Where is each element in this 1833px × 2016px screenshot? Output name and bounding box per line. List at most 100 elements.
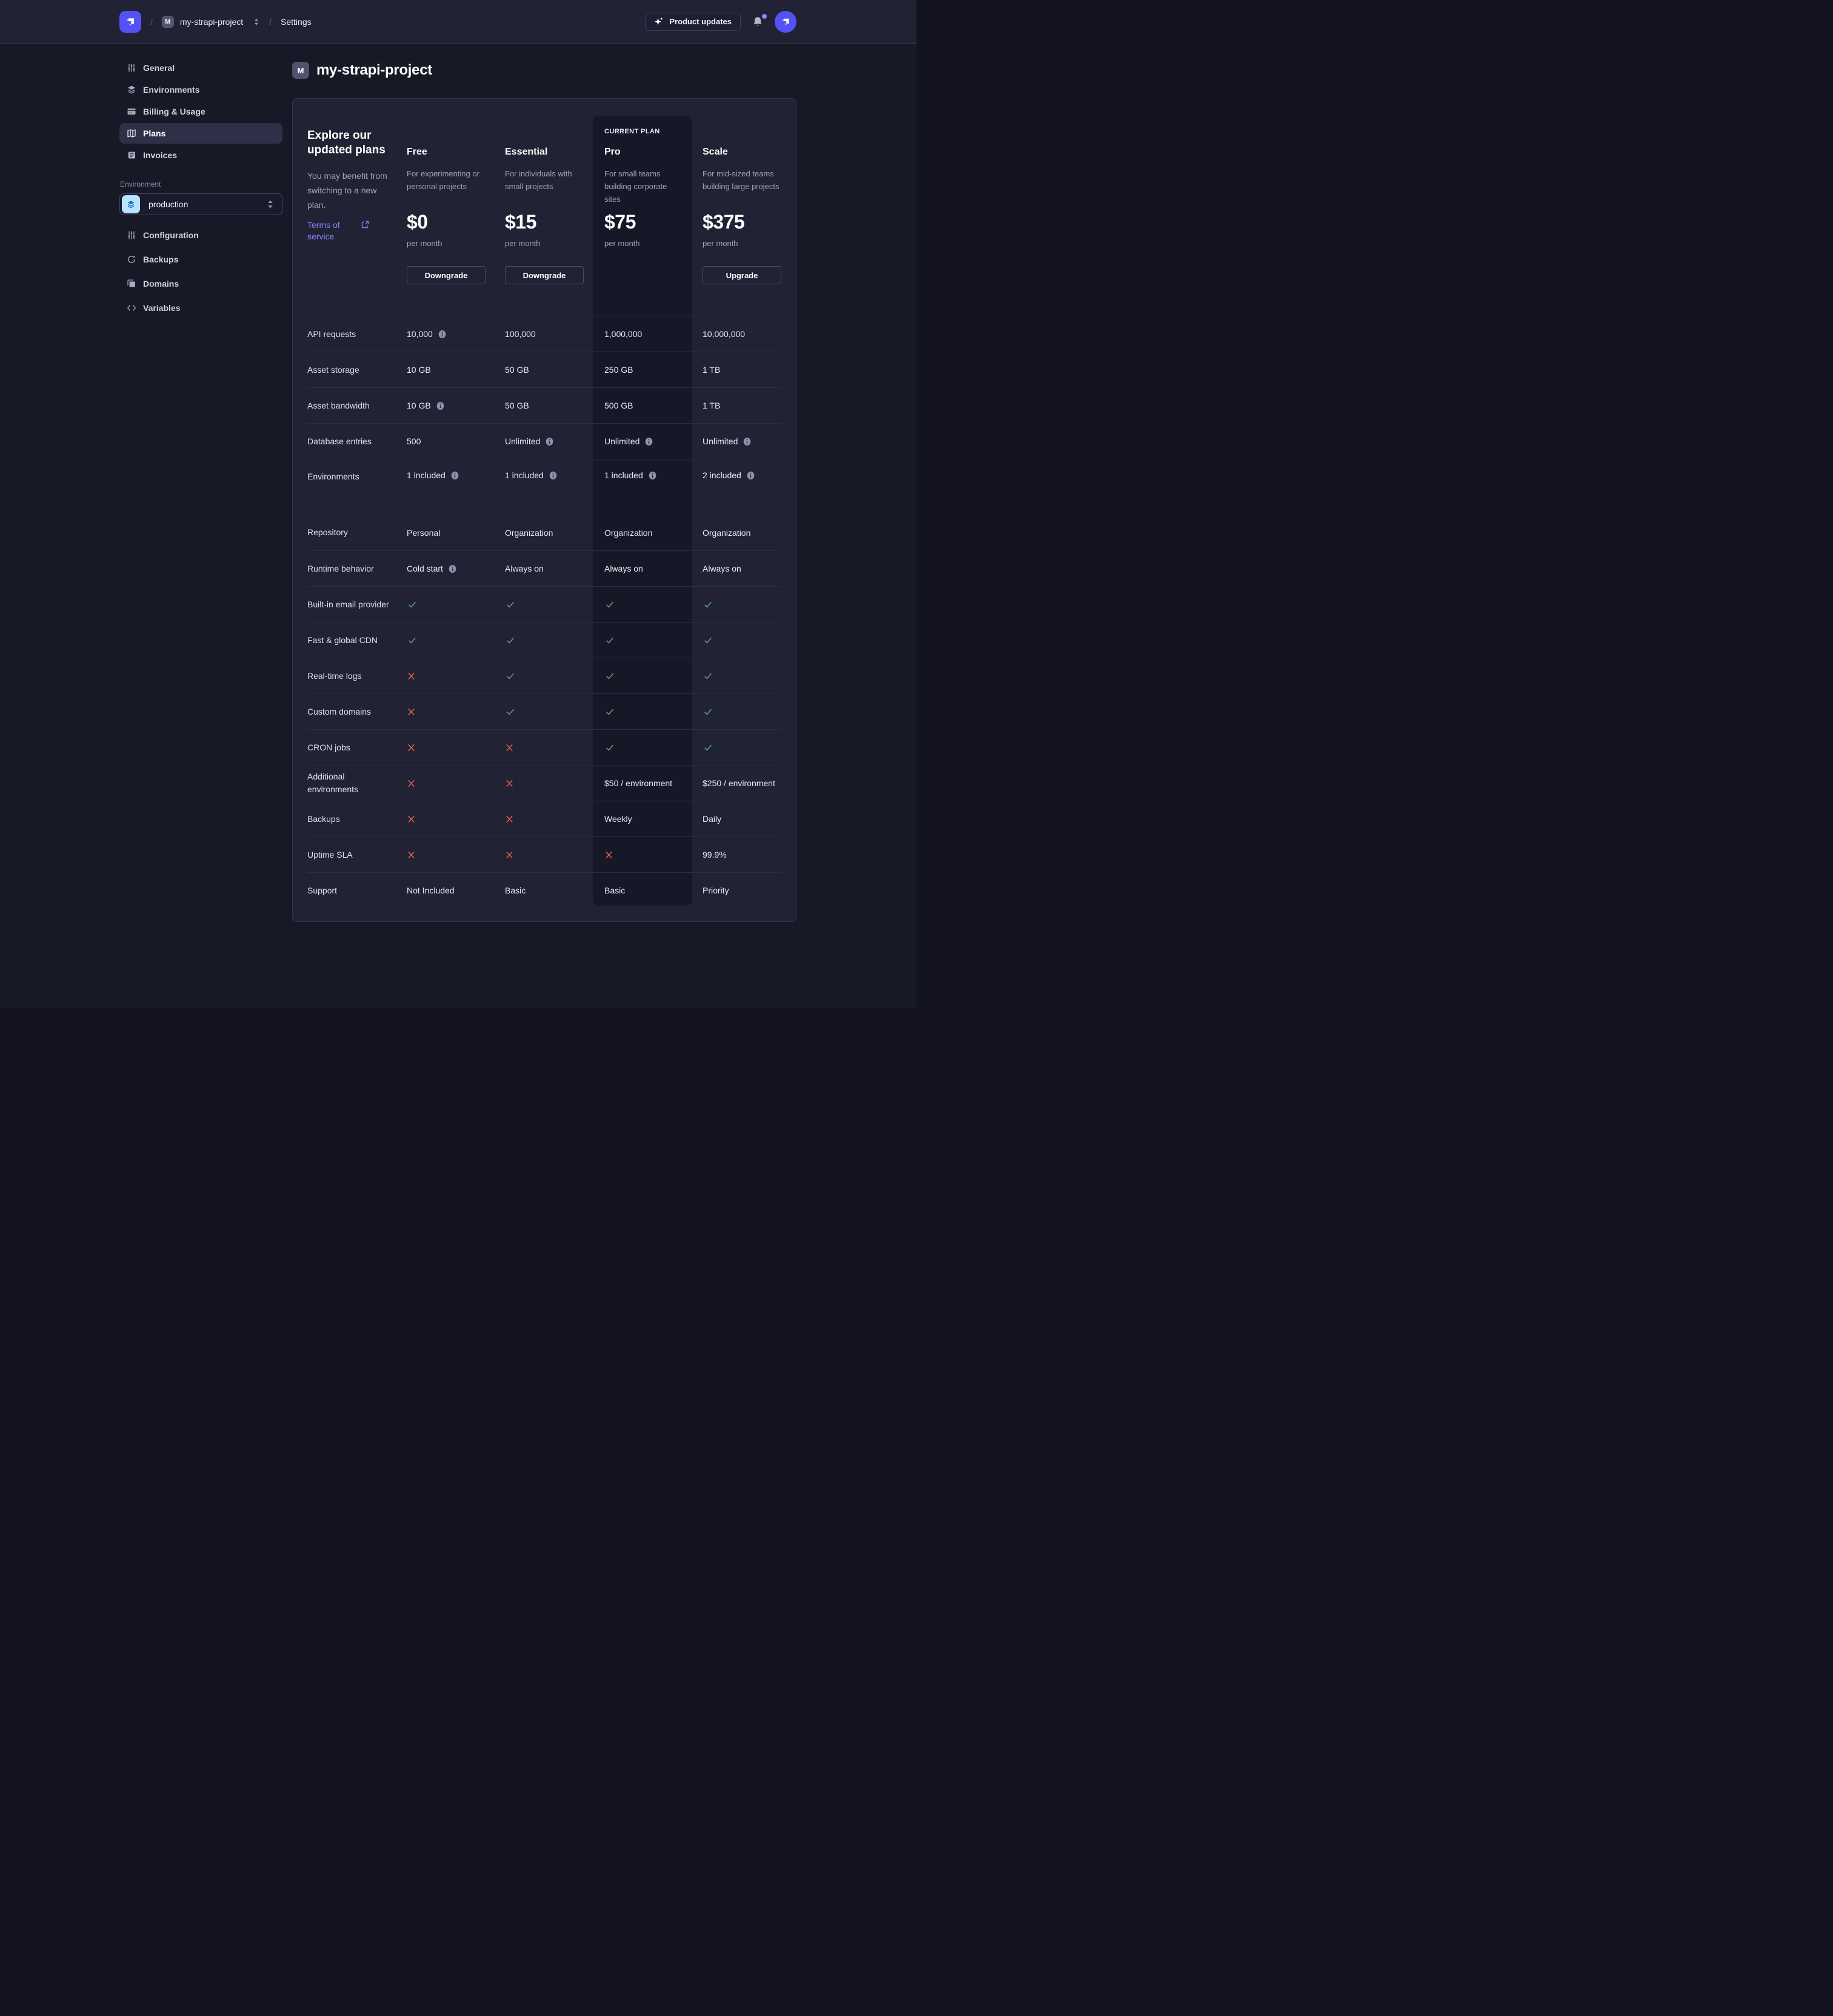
cell-value: Organization xyxy=(604,527,653,538)
plan-cell: Basic xyxy=(505,886,604,895)
sidebar-item-label: Domains xyxy=(143,279,179,289)
environment-selected: production xyxy=(149,199,189,209)
cross-icon xyxy=(506,779,513,787)
cell-value: 1 included xyxy=(604,470,643,480)
check-icon xyxy=(606,673,613,679)
cross-icon xyxy=(506,744,513,751)
cell-value: Unlimited xyxy=(505,436,541,446)
sidebar-item-label: Billing & Usage xyxy=(143,107,205,116)
folders-icon xyxy=(127,279,135,287)
topbar-actions: Product updates xyxy=(645,10,796,33)
table-row: Environments 1 included 1 included 1 includ… xyxy=(307,459,781,515)
cell-value: 100,000 xyxy=(505,329,536,339)
upgrade-button[interactable]: Upgrade xyxy=(703,266,781,284)
sidebar-item-billing-usage[interactable]: Billing & Usage xyxy=(119,101,282,122)
plan-cell: 1 included xyxy=(505,470,604,480)
sidebar: General Environments Billing & Usage xyxy=(119,44,282,922)
environment-select[interactable]: production xyxy=(119,193,282,215)
chevron-sort-icon[interactable] xyxy=(253,18,260,26)
table-row: Runtime behavior Cold start Always on Alway… xyxy=(307,550,781,586)
cell-value: $250 / environment xyxy=(703,778,775,788)
info-icon[interactable] xyxy=(743,437,752,446)
info-icon[interactable] xyxy=(648,471,657,480)
cell-value: 500 GB xyxy=(604,401,633,410)
sidebar-item-environments[interactable]: Environments xyxy=(119,79,282,100)
plan-cell: 1 TB xyxy=(703,365,781,375)
check-icon xyxy=(704,601,712,608)
cell-value: Weekly xyxy=(604,814,632,824)
plan-description: For mid-sized teams building large proje… xyxy=(703,169,780,191)
plan-cell: 99.9% xyxy=(703,850,781,859)
table-row: Backups Weekly Daily xyxy=(307,801,781,836)
table-row: Repository Personal Organization Organizati… xyxy=(307,515,781,550)
breadcrumb-section: Settings xyxy=(281,16,312,27)
plan-cell: Personal xyxy=(407,528,505,538)
sidebar-item-backups[interactable]: Backups xyxy=(119,248,282,271)
plan-cell xyxy=(703,599,781,610)
check-icon xyxy=(704,744,712,751)
plan-cell xyxy=(604,742,703,753)
row-label: API requests xyxy=(307,329,356,339)
check-icon xyxy=(704,709,712,715)
downgrade-button[interactable]: Downgrade xyxy=(407,266,486,284)
plan-period: per month xyxy=(505,239,541,248)
downgrade-button[interactable]: Downgrade xyxy=(505,266,584,284)
plan-price: $375 xyxy=(703,211,745,233)
table-row: Built-in email provider xyxy=(307,586,781,622)
cell-value: Personal xyxy=(407,527,441,538)
sliders-icon xyxy=(128,64,135,72)
info-icon[interactable] xyxy=(545,437,554,446)
info-icon[interactable] xyxy=(448,564,457,573)
table-row: Asset bandwidth 10 GB 50 GB 500 GB 1 TB xyxy=(307,387,781,423)
sidebar-item-variables[interactable]: Variables xyxy=(119,296,282,319)
avatar[interactable] xyxy=(775,10,796,33)
plan-cell: Daily xyxy=(703,814,781,824)
sidebar-item-invoices[interactable]: Invoices xyxy=(119,145,282,165)
plan-cell: 1 included xyxy=(407,470,505,480)
breadcrumb-separator: / xyxy=(269,16,272,27)
cross-icon xyxy=(506,851,513,858)
info-icon[interactable] xyxy=(450,471,459,480)
plan-cell: 250 GB xyxy=(604,365,703,375)
breadcrumb-project[interactable]: M my-strapi-project xyxy=(161,15,260,28)
cell-value: Always on xyxy=(703,564,741,573)
plan-cell xyxy=(407,743,505,752)
plan-cell: 500 xyxy=(407,436,505,446)
sparkles-icon xyxy=(655,17,663,25)
cell-value: 1 TB xyxy=(703,401,721,410)
plan-cell: Unlimited xyxy=(703,436,781,446)
cell-value: 1 included xyxy=(407,470,446,480)
sidebar-item-configuration[interactable]: Configuration xyxy=(119,224,282,247)
cross-icon xyxy=(408,779,415,787)
strapi-logo[interactable] xyxy=(119,10,141,33)
cross-icon xyxy=(408,851,415,858)
terms-of-service-link[interactable]: Terms of service xyxy=(307,219,407,242)
sidebar-item-plans[interactable]: Plans xyxy=(119,123,282,144)
terms-of-service-label: Terms of service xyxy=(307,220,340,241)
breadcrumb: / M my-strapi-project / Settings xyxy=(119,10,312,33)
info-icon[interactable] xyxy=(436,401,445,410)
plan-period: per month xyxy=(703,239,738,248)
breadcrumb-separator: / xyxy=(150,16,153,27)
info-icon[interactable] xyxy=(438,330,447,339)
plan-price: $15 xyxy=(505,211,536,233)
plan-cell: $250 / environment xyxy=(703,778,781,788)
info-icon[interactable] xyxy=(549,471,558,480)
sidebar-item-domains[interactable]: Domains xyxy=(119,272,282,295)
notifications-button[interactable] xyxy=(752,13,767,28)
info-icon[interactable] xyxy=(746,471,755,480)
row-label: Database entries xyxy=(307,436,372,446)
sidebar-item-label: Backups xyxy=(143,255,179,264)
plan-cell: 100,000 xyxy=(505,329,604,339)
plan-cell xyxy=(407,707,505,716)
layers-icon xyxy=(128,85,135,94)
cell-value: 99.9% xyxy=(703,850,727,859)
product-updates-button[interactable]: Product updates xyxy=(645,12,741,31)
sidebar-item-general[interactable]: General xyxy=(119,58,282,78)
cell-value: Daily xyxy=(703,814,722,824)
plan-cell: 2 included xyxy=(703,470,781,480)
info-icon[interactable] xyxy=(644,437,653,446)
cell-value: 10 GB xyxy=(407,401,431,410)
check-icon xyxy=(507,709,514,715)
plan-cell: 10 GB xyxy=(407,365,505,375)
